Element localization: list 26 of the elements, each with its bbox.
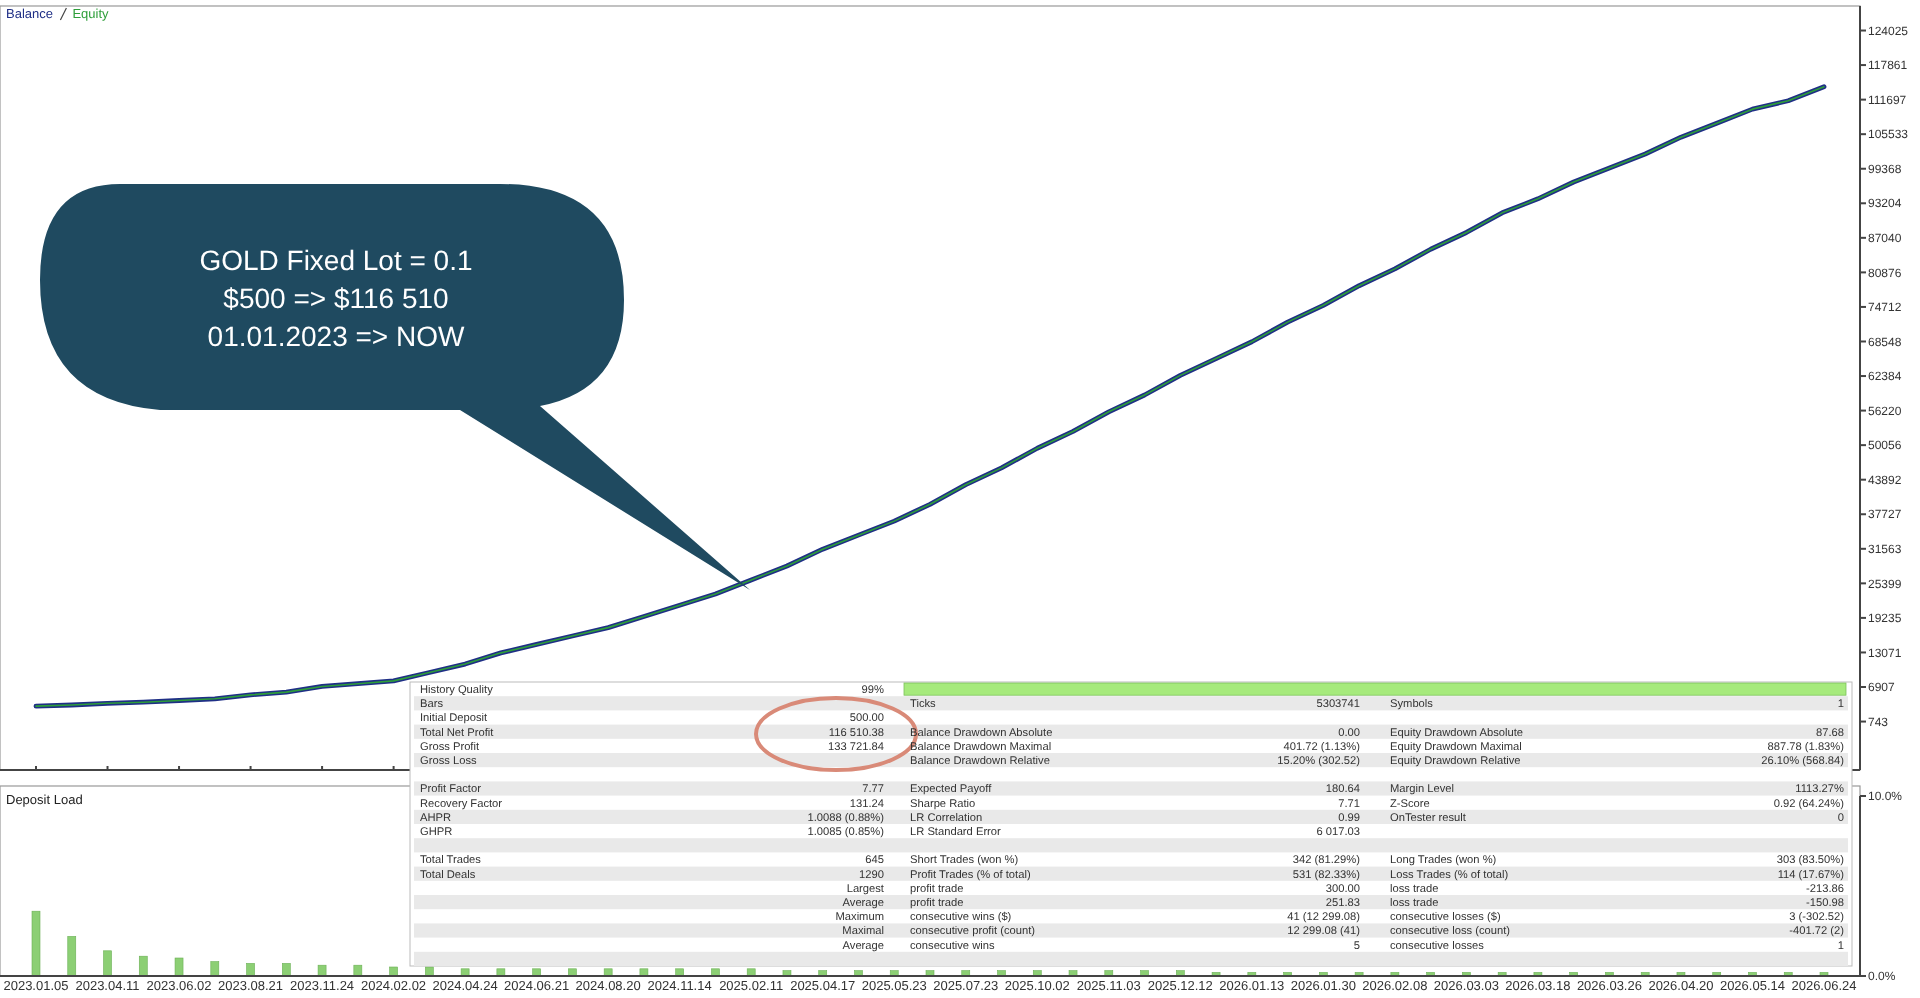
bar bbox=[603, 968, 613, 977]
bar bbox=[31, 910, 41, 977]
bar bbox=[317, 964, 327, 977]
bar bbox=[782, 970, 792, 977]
bar bbox=[532, 968, 541, 977]
annotation: GOLD Fixed Lot = 0.1 bbox=[199, 244, 473, 276]
bar bbox=[138, 955, 148, 977]
bar bbox=[103, 950, 112, 977]
bar bbox=[711, 968, 720, 977]
bar bbox=[1068, 970, 1078, 977]
bar bbox=[389, 966, 398, 977]
bar bbox=[210, 961, 220, 977]
bar bbox=[675, 968, 684, 977]
bar bbox=[568, 968, 577, 977]
bar bbox=[925, 970, 935, 977]
annotation: 01.01.2023 => NOW bbox=[207, 320, 466, 352]
annotation: $500 => $116 510 bbox=[223, 282, 450, 314]
bar bbox=[460, 968, 470, 977]
bar bbox=[246, 963, 255, 977]
bar bbox=[67, 936, 77, 977]
bar bbox=[746, 968, 756, 977]
bar bbox=[282, 963, 291, 977]
bar bbox=[639, 968, 649, 977]
bar bbox=[353, 964, 363, 977]
bar bbox=[174, 957, 184, 977]
bar bbox=[496, 968, 506, 977]
